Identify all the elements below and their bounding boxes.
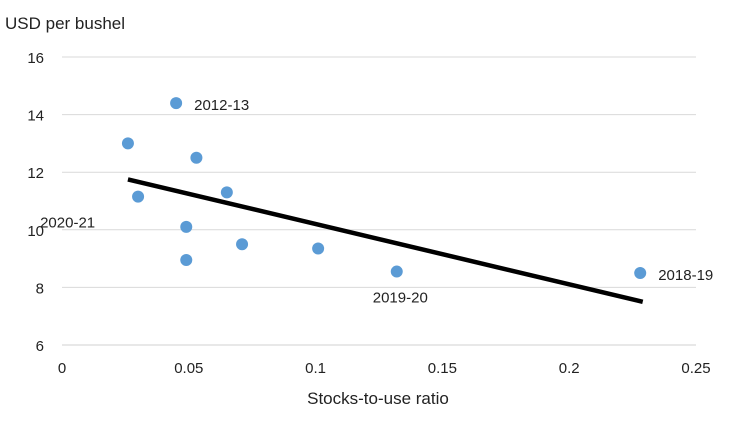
data-label: 2012-13 bbox=[194, 97, 249, 114]
data-point bbox=[170, 97, 183, 110]
y-axis-title: USD per bushel bbox=[5, 14, 125, 33]
x-tick-label: 0.05 bbox=[174, 360, 203, 377]
x-tick-label: 0.25 bbox=[681, 360, 710, 377]
x-tick-label: 0.1 bbox=[305, 360, 326, 377]
point-labels: 2020-21 2012-13 2019-20 2018-19 bbox=[40, 97, 713, 306]
data-point bbox=[312, 242, 325, 255]
x-axis-title: Stocks-to-use ratio bbox=[307, 389, 449, 408]
data-point bbox=[190, 151, 203, 164]
data-point bbox=[132, 190, 145, 203]
x-tick-label: 0.15 bbox=[428, 360, 457, 377]
y-tick-label: 12 bbox=[27, 165, 44, 182]
data-point bbox=[390, 265, 403, 278]
data-point bbox=[180, 220, 193, 233]
trendline bbox=[127, 177, 644, 304]
x-tick-label: 0 bbox=[58, 360, 66, 377]
x-tick-label: 0.2 bbox=[559, 360, 580, 377]
y-tick-label: 10 bbox=[27, 223, 44, 240]
y-tick-label: 8 bbox=[36, 280, 44, 297]
data-point bbox=[634, 267, 647, 279]
x-tick-labels: 0 0.05 0.1 0.15 0.2 0.25 bbox=[58, 360, 711, 377]
data-point bbox=[180, 254, 193, 267]
data-point bbox=[236, 238, 249, 251]
data-point bbox=[220, 186, 233, 199]
y-tick-label: 14 bbox=[27, 108, 44, 125]
y-tick-label: 6 bbox=[36, 338, 44, 355]
data-points bbox=[121, 97, 647, 279]
data-label: 2018-19 bbox=[658, 267, 713, 284]
y-tick-labels: 6 8 10 12 14 16 bbox=[27, 50, 44, 355]
data-point bbox=[121, 137, 134, 150]
data-label: 2019-20 bbox=[373, 290, 428, 307]
y-tick-label: 16 bbox=[27, 50, 44, 67]
gridlines bbox=[62, 56, 696, 288]
data-label: 2020-21 bbox=[40, 215, 95, 232]
